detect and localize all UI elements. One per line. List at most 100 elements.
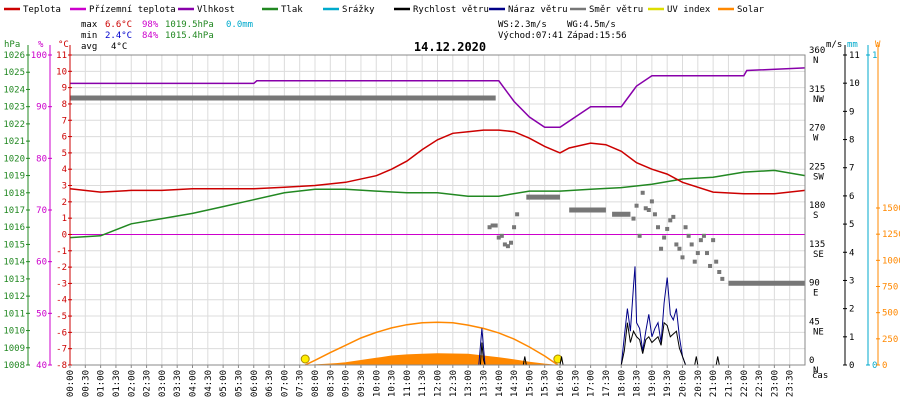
temperature-series [69, 129, 806, 195]
stats-min-pressure: 1015.4hPa [165, 31, 214, 41]
wind-direction-point [698, 238, 703, 243]
wind-direction-tick-label: 180 [809, 201, 825, 211]
x-axis-tick-label: 17:00 [587, 370, 597, 397]
temperature-axis-tick-label: 8 [62, 100, 67, 110]
wind-direction-point [674, 242, 679, 247]
wind-gust-info: WG:4.5m/s [567, 20, 616, 30]
wind-speed-info: WS:2.3m/s [498, 20, 547, 30]
stats-max-pressure: 1019.5hPa [165, 20, 214, 30]
pressure-axis-tick-label: 1008 [3, 361, 25, 371]
pressure-axis-tick-label: 1025 [3, 68, 25, 78]
pressure-axis-tick-label: 1026 [3, 51, 25, 61]
legend-label: Srážky [342, 5, 375, 15]
solar-series [311, 353, 554, 366]
legend-label: Vlhkost [197, 5, 235, 15]
wind-speed-axis-tick-label: 7 [849, 164, 854, 174]
wind-direction-point [701, 233, 706, 238]
wind-direction-tick-label: 270 [809, 124, 825, 134]
wind-direction-point [505, 244, 510, 249]
pressure-axis-tick-label: 1023 [3, 103, 25, 113]
x-axis-tick-label: 16:30 [571, 370, 581, 397]
x-axis-tick-label: 10:30 [388, 370, 398, 397]
x-axis-tick-label: 15:00 [525, 370, 535, 397]
humidity-axis-tick-label: 60 [36, 258, 47, 268]
legend-label: Rychlost větru [413, 5, 489, 15]
x-axis-tick-label: 19:00 [648, 370, 658, 397]
pressure-axis-tick-label: 1014 [3, 258, 25, 268]
wind-direction-tick-label: 225 [809, 162, 825, 172]
wind-direction-point [705, 251, 709, 256]
temperature-axis-tick-label: 7 [62, 116, 67, 126]
temperature-axis-tick-label: -3 [56, 279, 67, 289]
humidity-axis-tick-label: 90 [36, 103, 47, 113]
x-axis-tick-label: 00:00 [66, 370, 76, 397]
wind-direction-point [665, 226, 670, 231]
x-axis-title: čas [812, 370, 828, 381]
wind-direction-compass-label: N [813, 366, 818, 376]
stats-min-temp: 2.4°C [105, 31, 132, 41]
temperature-axis-tick-label: -6 [56, 328, 67, 338]
wind-direction-tick-label: 135 [809, 240, 825, 250]
temperature-axis-tick-label: -8 [56, 361, 67, 371]
x-axis-tick-label: 23:30 [786, 370, 796, 397]
temperature-axis-tick-label: -1 [56, 247, 67, 257]
wind-direction-point [662, 235, 667, 240]
temperature-unit: °C [58, 40, 69, 50]
pressure-axis-tick-label: 1009 [3, 344, 25, 354]
x-axis-tick-label: 20:00 [679, 370, 689, 397]
x-axis-tick-label: 10:00 [372, 370, 382, 397]
pressure-axis-tick-label: 1024 [3, 85, 25, 95]
stats-max-rain: 0.0mm [226, 20, 253, 30]
wind-direction-point [668, 218, 673, 223]
stats-min-humidity: 84% [142, 31, 159, 41]
wind-direction-point [649, 199, 654, 204]
solar-max-curve [304, 321, 559, 366]
wind-direction-compass-label: E [813, 289, 818, 299]
wind-direction-point [708, 263, 713, 268]
x-axis-tick-label: 08:00 [311, 370, 321, 397]
wind-direction-point [717, 270, 722, 274]
pressure-axis-tick-label: 1010 [3, 327, 25, 337]
humidity-series [70, 67, 806, 129]
wind-direction-point [487, 225, 492, 230]
wind-direction-point [496, 235, 501, 240]
legend-label: Solar [737, 5, 765, 15]
x-axis-tick-label: 02:30 [143, 370, 153, 397]
x-axis-tick-label: 18:00 [617, 370, 627, 397]
pressure-axis-tick-label: 1019 [3, 172, 25, 182]
stats-avg-label: avg [81, 42, 97, 52]
x-axis-tick-label: 04:00 [189, 370, 199, 397]
solar-unit: W [875, 40, 881, 50]
pressure-axis-tick-label: 1011 [3, 309, 25, 319]
x-axis-tick-label: 03:00 [158, 370, 168, 397]
temperature-axis-tick-label: -2 [56, 263, 67, 273]
x-axis-tick-label: 14:00 [495, 370, 505, 397]
temperature-axis-tick-label: 9 [62, 84, 67, 94]
wind-direction-point [680, 255, 685, 260]
x-axis-tick-label: 11:30 [418, 370, 428, 397]
sunset-info: Západ:15:56 [567, 31, 627, 41]
pressure-axis-tick-label: 1013 [3, 275, 25, 285]
wind-direction-point [493, 223, 498, 228]
humidity-unit: % [38, 40, 44, 50]
wind-speed-axis-tick-label: 5 [849, 220, 854, 230]
x-axis-tick-label: 06:30 [265, 370, 275, 397]
wind-direction-point [714, 259, 719, 264]
wind-direction-point [656, 225, 660, 230]
temperature-axis-tick-label: 6 [62, 133, 67, 143]
pressure-axis-tick-label: 1022 [3, 120, 25, 130]
chart-title: 14.12.2020 [414, 40, 486, 54]
legend-label: Teplota [23, 5, 61, 15]
wind-speed-axis-tick-label: 6 [849, 192, 854, 202]
x-axis-tick-label: 13:00 [464, 370, 474, 397]
humidity-axis-tick-label: 40 [36, 361, 47, 371]
rain-axis-tick-label: 0 [872, 361, 877, 371]
wind-direction-point [512, 225, 517, 230]
wind-direction-tick-label: 0 [809, 356, 814, 366]
pressure-axis-tick-label: 1012 [3, 292, 25, 302]
wind-direction-compass-label: SE [813, 250, 824, 260]
temperature-axis-tick-label: 0 [62, 230, 67, 240]
x-axis-tick-label: 13:30 [479, 370, 489, 397]
x-axis-tick-label: 17:30 [602, 370, 612, 397]
